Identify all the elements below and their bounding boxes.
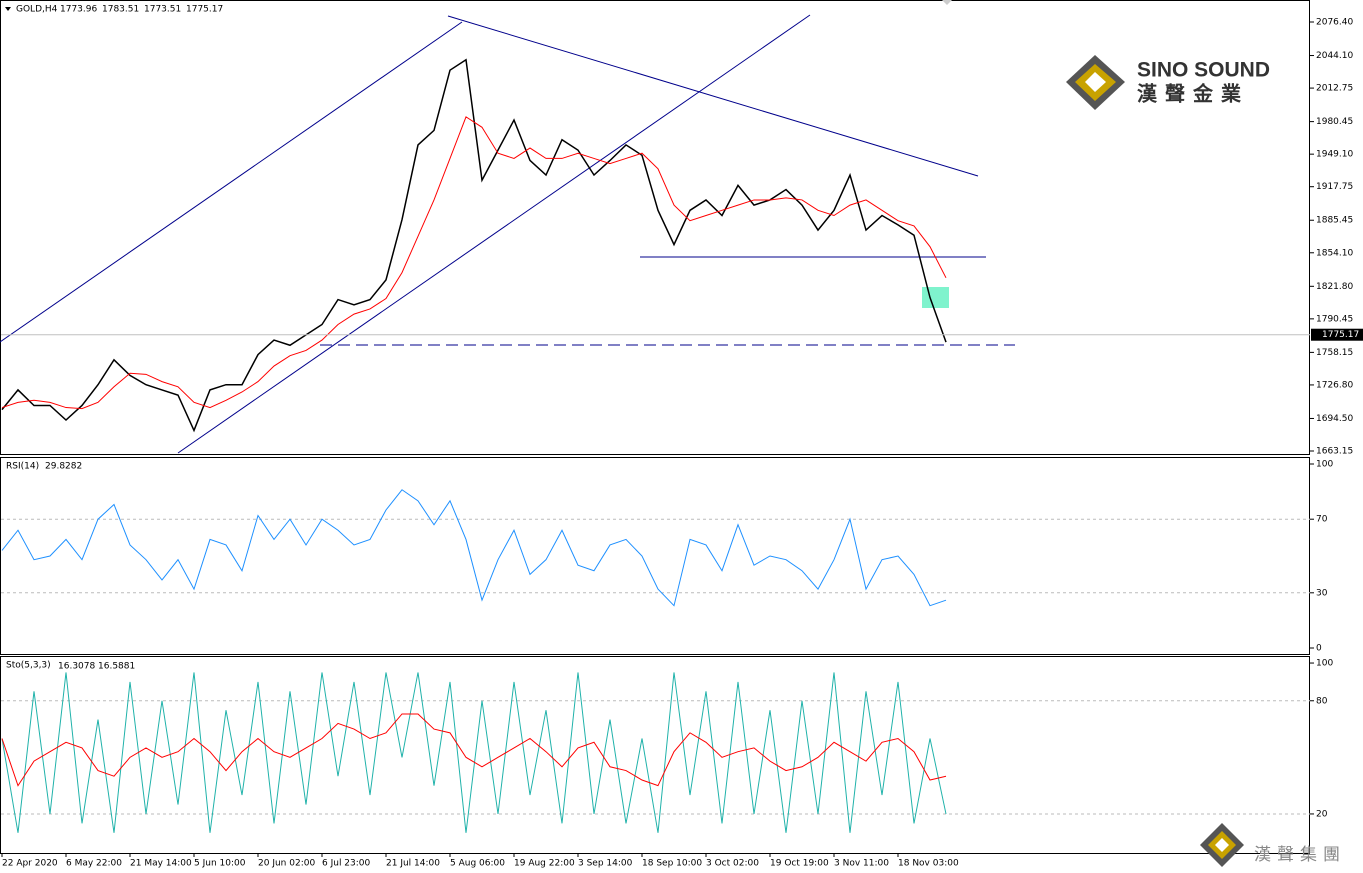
sto-title: Sto(5,3,3) — [6, 661, 51, 671]
indicator-value: 16.3078 — [58, 662, 95, 672]
main-panel — [0, 0, 1310, 455]
x-tick-label: 19 Aug 22:00 — [514, 859, 575, 869]
rsi-title: RSI(14) — [6, 462, 39, 472]
ohlc-value: 1775.17 — [186, 5, 223, 15]
wm-inner — [1215, 838, 1229, 852]
rsi-panel — [0, 457, 1310, 655]
y-tick-label: 2044.10 — [1316, 51, 1353, 61]
y-tick-label: 1726.80 — [1316, 380, 1353, 390]
series-line — [1, 489, 947, 607]
y-tick-label: 1885.45 — [1316, 216, 1353, 226]
y-tick-label: 2076.40 — [1316, 18, 1353, 28]
x-tick-label: 3 Nov 11:00 — [834, 859, 889, 869]
y-tick-label: 1694.50 — [1316, 414, 1353, 424]
channel-lower — [177, 14, 811, 454]
y-tick-label: 30 — [1316, 588, 1328, 598]
y-tick-label: 0 — [1316, 644, 1322, 654]
y-tick-label: 1980.45 — [1316, 117, 1353, 127]
x-tick-label: 6 May 22:00 — [66, 859, 122, 869]
y-tick-label: 1758.15 — [1316, 348, 1353, 358]
x-tick-label: 21 Jul 14:00 — [386, 859, 440, 869]
ohlc-value: 1773.96 — [60, 5, 97, 15]
y-tick-label: 1917.75 — [1316, 182, 1353, 192]
ohlc-value: 1773.51 — [144, 5, 181, 15]
watermark-logo: 漢聲集團 — [1200, 823, 1346, 867]
y-tick-label: 2012.75 — [1316, 84, 1353, 94]
x-tick-label: 3 Sep 14:00 — [578, 859, 633, 869]
y-tick-label: 20 — [1316, 809, 1328, 819]
logo-name: SINO SOUND — [1137, 59, 1270, 82]
x-tick-label: 5 Jun 10:00 — [194, 859, 246, 869]
y-tick-label: 100 — [1316, 459, 1333, 469]
x-tick-label: 20 Jun 02:00 — [258, 859, 315, 869]
y-tick-label: 80 — [1316, 696, 1328, 706]
x-tick-label: 18 Sep 10:00 — [642, 859, 702, 869]
y-tick-label: 100 — [1316, 659, 1333, 669]
y-tick-label: 1790.45 — [1316, 314, 1353, 324]
x-tick-label: 6 Jul 23:00 — [322, 859, 371, 869]
logo-chinese: 漢聲金業 — [1137, 82, 1249, 106]
shift-marker — [942, 0, 952, 5]
x-tick-label: 19 Oct 19:00 — [770, 859, 829, 869]
sto-panel — [0, 656, 1310, 854]
last-price-label: 1775.17 — [1322, 330, 1359, 340]
y-tick-label: 70 — [1316, 515, 1328, 525]
y-tick-label: 1821.80 — [1316, 282, 1353, 292]
y-tick-label: 1663.15 — [1316, 447, 1353, 457]
x-tick-label: 3 Oct 02:00 — [706, 859, 759, 869]
highlight-box — [922, 287, 949, 308]
x-tick-label: 18 Nov 03:00 — [898, 859, 959, 869]
indicator-value: 29.8282 — [45, 462, 82, 472]
series-line — [1, 58, 947, 433]
watermark-text: 漢聲集團 — [1254, 845, 1346, 865]
logo: SINO SOUND 漢聲金業 — [1066, 55, 1270, 110]
x-tick-label: 5 Aug 06:00 — [450, 859, 505, 869]
logo-inner — [1085, 72, 1106, 92]
menu-triangle — [5, 7, 11, 11]
last-price-box — [1311, 328, 1363, 341]
x-tick-label: 21 May 14:00 — [130, 859, 192, 869]
y-tick-label: 1949.10 — [1316, 150, 1353, 160]
channel-upper — [0, 21, 463, 343]
x-tick-label: 22 Apr 2020 — [2, 859, 58, 869]
series-line — [1, 672, 947, 833]
indicator-value: 16.5881 — [98, 662, 135, 672]
series-line — [1, 116, 947, 410]
ohlc-value: 1783.51 — [102, 5, 139, 15]
symbol-title: GOLD,H4 — [16, 5, 58, 15]
trend-line — [447, 15, 979, 177]
series-line — [1, 713, 947, 787]
y-tick-label: 1854.10 — [1316, 248, 1353, 258]
